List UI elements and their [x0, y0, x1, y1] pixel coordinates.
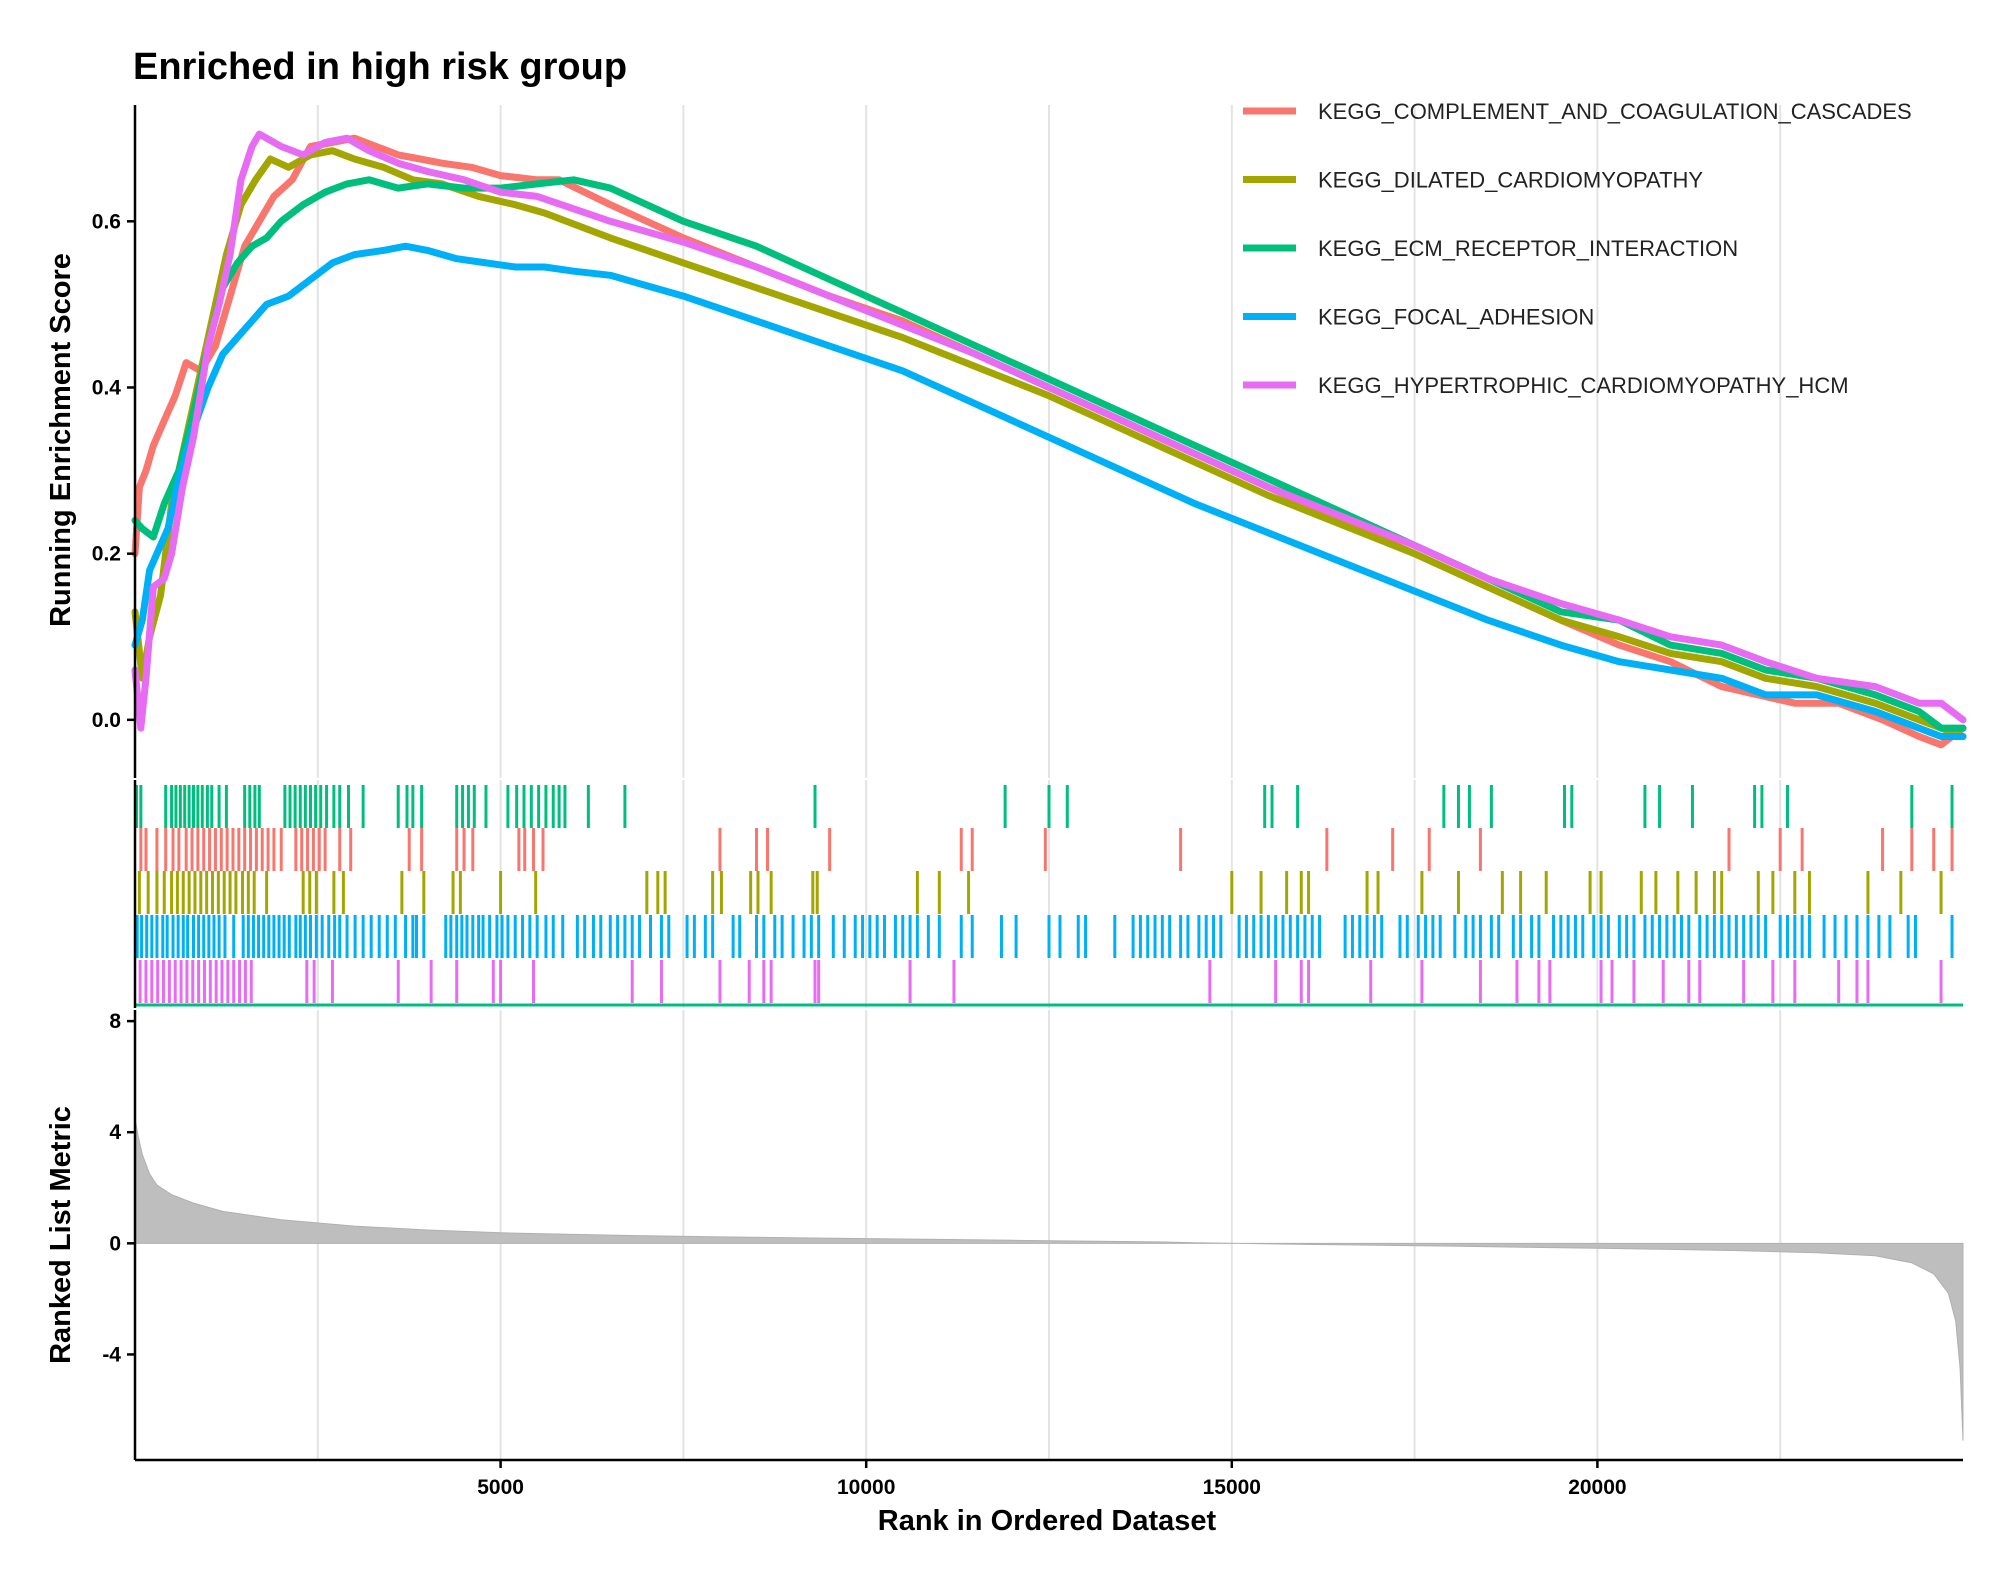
axes — [133, 105, 1963, 1462]
x-tick-label: 5000 — [477, 1476, 524, 1499]
ranked-gridlines — [316, 1010, 1782, 1460]
y-axis-title-enrichment: Running Enrichment Score — [45, 253, 77, 627]
y-tick-label: -4 — [102, 1343, 121, 1366]
ranked-metric-area — [134, 1118, 1964, 1441]
legend-item: KEGG_FOCAL_ADHESION — [1243, 305, 1594, 330]
legend-label: KEGG_ECM_RECEPTOR_INTERACTION — [1318, 236, 1738, 261]
x-tick-label: 15000 — [1203, 1476, 1261, 1499]
y-tick-label: 0 — [109, 1232, 121, 1255]
y-tick-label: 0.2 — [92, 543, 121, 566]
hit-row-kegg-hypertrophic-cardiomyopathy-hcm — [138, 960, 1943, 1003]
hit-row-kegg-focal-adhesion — [135, 915, 1954, 958]
legend-item: KEGG_DILATED_CARDIOMYOPATHY — [1243, 168, 1703, 193]
hit-row-kegg-ecm-receptor-interaction — [134, 785, 1954, 828]
y-tick-label: 0.0 — [92, 709, 121, 732]
enrichment-gridlines — [316, 105, 1782, 778]
y-tick-label: 0.4 — [92, 376, 122, 399]
enrichment-line-kegg-hypertrophic-cardiomyopathy-hcm — [131, 130, 1967, 732]
enrichment-panel — [131, 130, 1967, 749]
hit-row-kegg-complement-and-coagulation-cascades — [139, 828, 1954, 871]
y-axis-title-ranked-metric: Ranked List Metric — [45, 1106, 77, 1364]
legend-item: KEGG_HYPERTROPHIC_CARDIOMYOPATHY_HCM — [1243, 373, 1849, 398]
y-tick-label: 8 — [109, 1010, 121, 1033]
tick-labels: 0.0 0.2 0.4 0.6 -4 0 4 8 5000 10000 15000 20000 — [92, 210, 1627, 1499]
chart-title: Enriched in high risk group — [133, 46, 627, 88]
y-tick-label: 0.6 — [92, 210, 121, 233]
legend-item: KEGG_ECM_RECEPTOR_INTERACTION — [1243, 236, 1738, 261]
enrichment-line-kegg-focal-adhesion — [131, 242, 1967, 740]
legend-label: KEGG_HYPERTROPHIC_CARDIOMYOPATHY_HCM — [1318, 373, 1849, 398]
hits-panel — [134, 785, 1963, 1007]
hits-gridlines — [316, 780, 1782, 1008]
legend: KEGG_COMPLEMENT_AND_COAGULATION_CASCADES… — [1243, 99, 1912, 398]
x-tick-label: 10000 — [837, 1476, 895, 1499]
legend-label: KEGG_FOCAL_ADHESION — [1318, 305, 1594, 330]
x-axis-title: Rank in Ordered Dataset — [878, 1505, 1217, 1537]
x-tick-label: 20000 — [1568, 1476, 1626, 1499]
legend-label: KEGG_DILATED_CARDIOMYOPATHY — [1318, 168, 1703, 193]
hit-row-kegg-dilated-cardiomyopathy — [137, 871, 1943, 914]
y-tick-label: 4 — [109, 1121, 121, 1144]
ranked-metric-panel — [134, 1118, 1964, 1441]
legend-label: KEGG_COMPLEMENT_AND_COAGULATION_CASCADES — [1318, 99, 1912, 124]
legend-item: KEGG_COMPLEMENT_AND_COAGULATION_CASCADES — [1243, 99, 1912, 124]
